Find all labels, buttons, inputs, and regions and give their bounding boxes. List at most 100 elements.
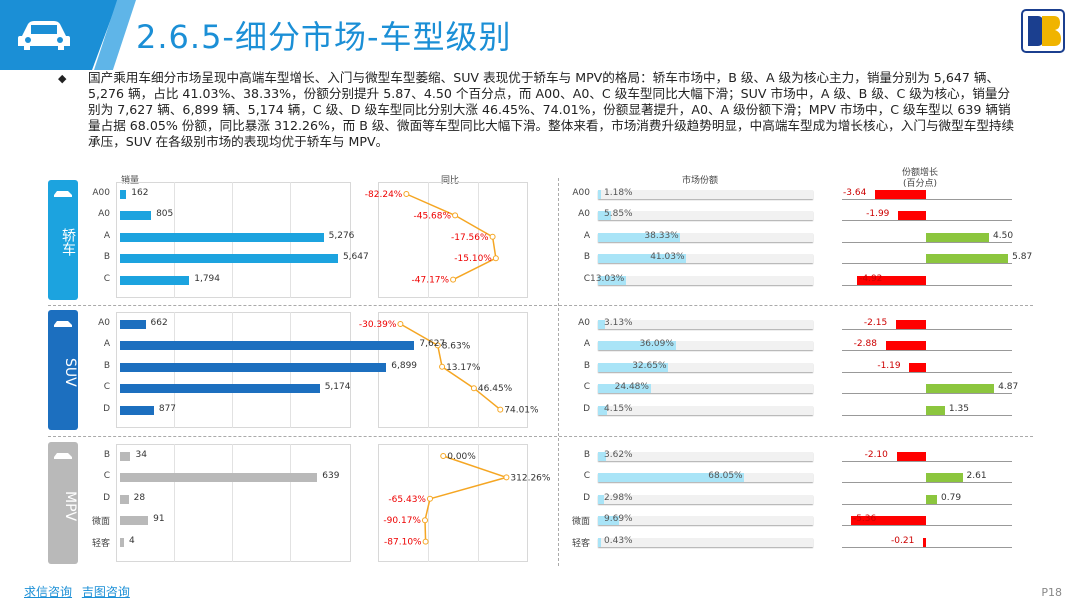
car-icon xyxy=(18,21,70,50)
share-change-value: -2.15 xyxy=(863,318,888,328)
group-divider-2 xyxy=(48,436,1033,437)
sales-gridline xyxy=(232,444,233,562)
yoy-value: 13.17% xyxy=(446,363,481,373)
share-value: 38.33% xyxy=(644,230,679,241)
share-bar xyxy=(598,405,607,415)
yoy-point xyxy=(450,276,457,283)
yoy-gridline xyxy=(428,312,429,428)
share-change-value: 4.87 xyxy=(998,382,1019,393)
sales-value: 28 xyxy=(133,492,146,503)
sales-bar xyxy=(120,232,324,242)
category-label: B xyxy=(583,360,590,371)
share-value: 24.48% xyxy=(614,382,649,393)
share-value: 9.69% xyxy=(604,514,633,525)
yoy-point xyxy=(503,474,510,481)
yoy-gridline xyxy=(428,182,429,298)
yoy-value: -30.39% xyxy=(359,320,397,330)
db-logo xyxy=(1021,9,1065,53)
yoy-value: 74.01% xyxy=(504,406,539,416)
group-name: 轿车 xyxy=(60,228,76,256)
yoy-point xyxy=(426,495,433,502)
group-label-1: SUV xyxy=(48,310,78,430)
share-change-bar xyxy=(857,275,926,285)
yoy-value: -82.24% xyxy=(365,190,403,200)
yoy-point xyxy=(440,453,447,459)
share-bar xyxy=(598,190,601,199)
share-bar xyxy=(598,537,601,547)
category-label: B xyxy=(583,450,590,460)
sales-bar xyxy=(120,516,149,526)
yoy-line-chart: -30.39% 8.63% 13.17% 46.45% 74.01% xyxy=(359,320,539,416)
share-change-bar xyxy=(923,537,926,547)
share-change-value: 2.61 xyxy=(966,471,987,482)
share-change-bar xyxy=(896,452,926,461)
sales-bar xyxy=(120,190,127,199)
share-change-value: -0.21 xyxy=(891,535,915,546)
sales-value: 805 xyxy=(156,209,174,220)
sales-value: 4 xyxy=(129,535,135,546)
yoy-point xyxy=(470,385,477,392)
share-change-bar xyxy=(926,494,938,504)
share-change-track xyxy=(842,190,1012,199)
yoy-point xyxy=(497,406,504,413)
sales-bar xyxy=(120,341,415,351)
share-bar-track xyxy=(598,362,813,372)
share-bar xyxy=(598,362,669,372)
yoy-value: -87.10% xyxy=(384,538,422,548)
sales-panel-0 xyxy=(116,182,351,298)
footer-link-2[interactable]: 吉图咨询 xyxy=(81,585,130,599)
category-label: A00 xyxy=(572,188,590,198)
yoy-point xyxy=(421,517,428,524)
sales-bar xyxy=(120,405,154,415)
group-label-0: 轿车 xyxy=(48,180,78,300)
category-label: A xyxy=(103,339,110,350)
share-change-value: -3.64 xyxy=(843,188,867,198)
share-value: 68.05% xyxy=(708,471,743,482)
sales-panel-2 xyxy=(116,444,351,562)
share-value: 2.98% xyxy=(604,492,633,503)
suv-icon xyxy=(54,321,72,327)
sales-gridline xyxy=(174,444,175,562)
category-label: A0 xyxy=(578,318,590,328)
footer-links: 求信咨询 吉图咨询 xyxy=(24,583,136,600)
share-value: 3.62% xyxy=(604,450,633,460)
yoy-panel-2 xyxy=(378,444,528,562)
yoy-value: 8.63% xyxy=(442,341,471,351)
yoy-value: -47.17% xyxy=(412,276,450,286)
share-bar-track xyxy=(598,341,813,351)
category-label: 微面 xyxy=(91,517,110,528)
page-number: P18 xyxy=(1041,586,1062,599)
yoy-panel-0 xyxy=(378,182,528,298)
col-header-share: 市场份额 xyxy=(681,176,718,186)
category-label: 微面 xyxy=(571,517,590,528)
share-change-value: 0.79 xyxy=(941,492,962,503)
share-bar-track xyxy=(598,232,813,242)
share-change-bar xyxy=(898,211,926,221)
sales-value: 5,647 xyxy=(342,252,369,263)
sales-value: 1,794 xyxy=(194,273,220,284)
share-bar xyxy=(598,494,605,504)
yoy-point xyxy=(452,212,459,219)
group-name: MPV xyxy=(62,491,78,522)
footer-link-1[interactable]: 求信咨询 xyxy=(24,585,73,599)
category-label: A xyxy=(583,339,590,350)
sales-value: 34 xyxy=(135,450,147,460)
sales-bar xyxy=(120,473,318,483)
sales-bar xyxy=(120,494,129,504)
share-change-value: -5.36 xyxy=(852,514,877,525)
category-label: C xyxy=(103,273,110,284)
yoy-point xyxy=(403,191,410,197)
sales-value: 662 xyxy=(150,318,168,328)
category-label: C xyxy=(583,273,590,284)
yoy-value: -17.56% xyxy=(451,233,489,243)
share-bar xyxy=(598,232,681,242)
share-change-bar xyxy=(875,190,926,199)
sales-bar xyxy=(120,537,124,547)
col-header-share-change: 份额增长 (百分点) xyxy=(890,168,950,190)
sales-bar xyxy=(120,362,387,372)
yoy-line-chart: -82.24% -45.68% -17.56% -15.10% -47.17% xyxy=(365,190,499,286)
share-change-value: -2.10 xyxy=(864,450,888,460)
share-bar-track xyxy=(598,537,813,547)
col-header-share-change-l1: 份额增长 xyxy=(901,168,938,178)
category-label: D xyxy=(103,403,110,414)
